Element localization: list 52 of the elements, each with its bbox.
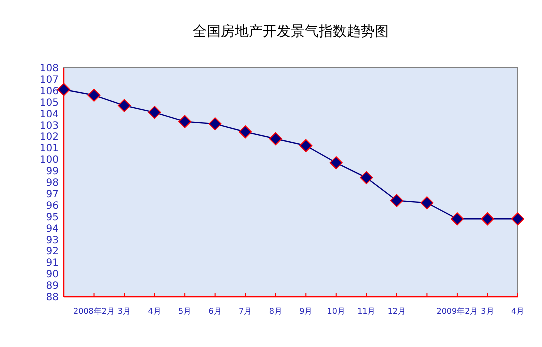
y-tick-label: 90 (46, 270, 59, 281)
x-tick-label: 7月 (239, 307, 252, 316)
y-tick-label: 101 (40, 144, 59, 155)
x-tick-label: 11月 (358, 307, 376, 316)
x-tick-label: 8月 (269, 307, 282, 316)
x-tick-label: 2009年2月 (436, 307, 478, 316)
chart-title: 全国房地产开发景气指数趋势图 (193, 24, 389, 40)
x-tick-label: 3月 (118, 307, 132, 316)
y-tick-label: 98 (46, 178, 59, 189)
point (481, 212, 494, 226)
y-tick-label: 105 (40, 98, 59, 109)
y-tick-label: 96 (46, 200, 59, 212)
y-tick-label: 91 (46, 258, 59, 270)
point (118, 99, 132, 112)
y-tick-label: 103 (40, 120, 59, 132)
point (450, 212, 464, 226)
y-tick-label: 88 (46, 292, 59, 304)
y-tick-label: 92 (46, 246, 59, 258)
y-tick-label: 104 (40, 109, 59, 120)
x-tick-label: 4月 (148, 307, 162, 316)
point (390, 194, 404, 208)
y-tick-label: 100 (40, 155, 59, 166)
y-tick-label: 99 (46, 166, 59, 178)
x-tick-label: 6月 (208, 307, 222, 316)
y-tick-label: 97 (46, 189, 59, 200)
point (269, 132, 282, 146)
point (148, 106, 162, 120)
x-tick-label: 4月 (511, 307, 525, 316)
x-tick-label: 9月 (300, 307, 313, 316)
x-tick-label: 10月 (327, 307, 346, 316)
point (360, 171, 374, 184)
y-tick-label: 93 (46, 235, 59, 246)
x-tick-label: 3月 (481, 307, 494, 316)
point (178, 115, 192, 128)
x-tick-label: 5月 (178, 307, 192, 316)
point (512, 212, 524, 226)
point (239, 126, 252, 139)
point (58, 83, 70, 96)
point (330, 156, 343, 170)
y-tick-label: 107 (40, 74, 59, 86)
x-tick-label: 2008年2月 (74, 307, 115, 316)
y-tick-label: 106 (40, 86, 59, 98)
x-tick-label: 12月 (388, 307, 406, 316)
point (208, 118, 222, 131)
y-tick-label: 102 (40, 132, 59, 144)
point (300, 139, 313, 152)
y-tick-label: 89 (46, 281, 59, 292)
y-tick-label: 95 (46, 212, 59, 224)
point (420, 196, 434, 210)
point (88, 88, 101, 102)
y-tick-label: 94 (46, 224, 59, 235)
y-tick-label: 108 (40, 64, 59, 74)
